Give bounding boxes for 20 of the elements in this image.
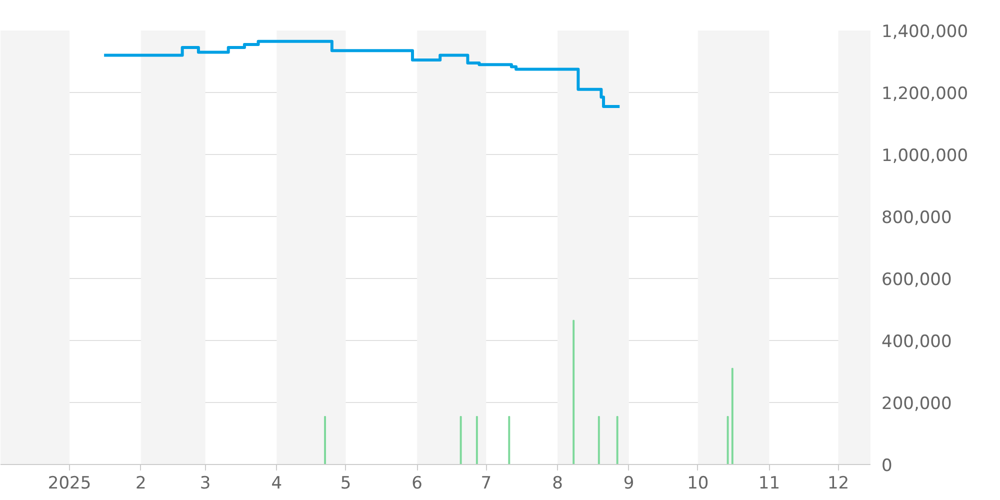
x-tick-label: 8 <box>552 474 563 494</box>
x-tick-label: 5 <box>340 474 352 494</box>
y-tick-label: 800,000 <box>882 208 952 228</box>
y-tick-label: 1,000,000 <box>882 146 968 166</box>
x-tick-label: 2 <box>135 474 146 494</box>
y-tick-label: 1,200,000 <box>882 84 968 104</box>
x-tick-label: 3 <box>200 474 211 494</box>
y-tick-label: 600,000 <box>882 270 952 290</box>
x-tick-label: 10 <box>687 474 709 494</box>
x-tick-label: 7 <box>480 474 492 494</box>
x-tick-label: 12 <box>827 474 850 494</box>
x-tick-label: 6 <box>412 474 423 494</box>
x-tick-label: 2025 <box>48 474 92 494</box>
y-tick-label: 0 <box>882 456 892 476</box>
y-tick-label: 1,400,000 <box>882 22 968 42</box>
y-tick-label: 400,000 <box>882 332 952 352</box>
x-tick-label: 11 <box>758 474 780 494</box>
x-tick-label: 9 <box>623 474 634 494</box>
y-tick-label: 200,000 <box>882 394 952 414</box>
x-tick-label: 4 <box>271 474 282 494</box>
